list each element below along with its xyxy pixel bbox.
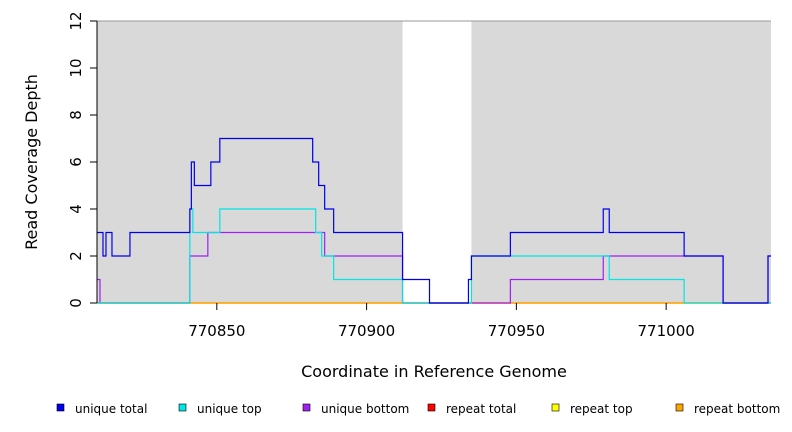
legend-label-repeat-bottom: repeat bottom — [694, 402, 780, 416]
y-tick-label-8: 8 — [67, 110, 85, 120]
y-tick-label-0: 0 — [67, 298, 85, 308]
x-tick-label-771000: 771000 — [638, 322, 695, 340]
legend-label-unique-top: unique top — [197, 402, 262, 416]
axes: 0 2 4 6 8 10 12 770850 770900 770950 771000 — [67, 11, 771, 340]
x-tick-label-770850: 770850 — [188, 322, 245, 340]
y-tick-label-12: 12 — [67, 11, 85, 30]
series-line-unique-total — [97, 137, 771, 304]
legend-label-repeat-top: repeat top — [570, 402, 633, 416]
y-tick-label-6: 6 — [67, 157, 85, 167]
legend-swatch-unique-top — [178, 403, 187, 412]
shaded-region-1 — [97, 21, 403, 303]
legend-swatch-unique-bottom — [302, 403, 311, 412]
shaded-regions — [97, 21, 771, 303]
y-tick-label-10: 10 — [67, 58, 85, 77]
legend-swatch-repeat-bottom — [675, 403, 684, 412]
x-tick-label-770950: 770950 — [488, 322, 545, 340]
y-tick-label-2: 2 — [67, 251, 85, 261]
legend-label-unique-total: unique total — [75, 402, 147, 416]
x-axis-title: Coordinate in Reference Genome — [301, 362, 567, 381]
legend-label-unique-bottom: unique bottom — [321, 402, 409, 416]
legend-swatch-repeat-total — [427, 403, 436, 412]
series-lines — [97, 137, 771, 304]
y-axis-title: Read Coverage Depth — [22, 74, 41, 250]
shaded-region-2 — [471, 21, 771, 303]
x-tick-label-770900: 770900 — [338, 322, 395, 340]
legend-swatch-repeat-top — [551, 403, 560, 412]
legend-swatch-unique-total — [56, 403, 65, 412]
y-tick-label-4: 4 — [67, 204, 85, 214]
legend-label-repeat-total: repeat total — [446, 402, 516, 416]
legend: unique total unique top unique bottom repea… — [56, 402, 780, 416]
series-line-unique-top — [97, 208, 771, 304]
